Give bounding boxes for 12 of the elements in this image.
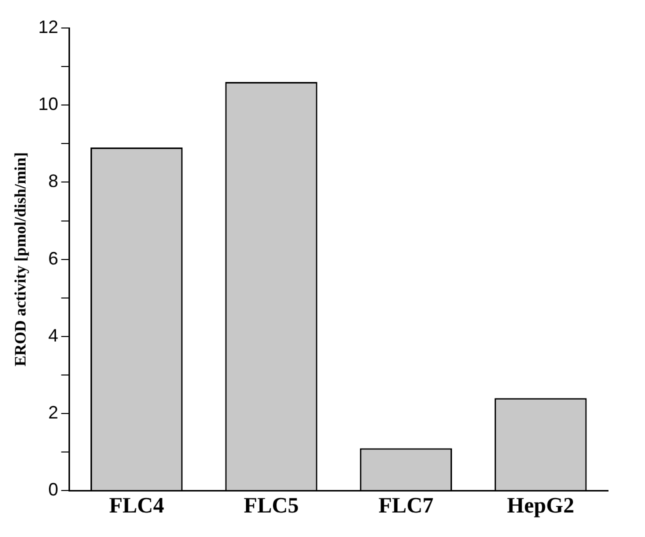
y-axis-title: EROD activity [pmol/dish/min] [12,152,30,366]
y-tick-label: 8 [48,171,58,192]
y-tick-label: 4 [48,325,58,346]
x-tick-label: FLC4 [109,492,164,518]
y-tick-label: 12 [38,16,58,37]
y-tick-label: 10 [38,94,58,114]
x-tick-label: FLC5 [244,492,299,518]
y-tick-label: 0 [48,480,58,500]
x-tick-label: HepG2 [507,492,574,518]
y-tick-label: 6 [48,248,58,268]
x-tick-label: FLC7 [378,492,434,518]
y-tick-label: 2 [48,402,58,422]
